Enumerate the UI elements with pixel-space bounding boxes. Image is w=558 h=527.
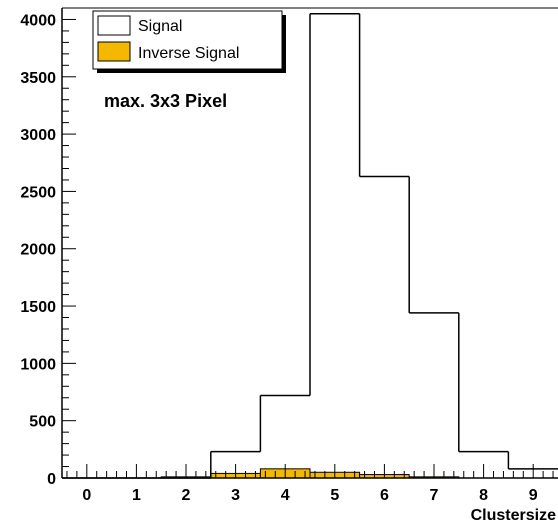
legend-label-signal: Signal bbox=[138, 18, 182, 35]
legend-swatch-signal bbox=[97, 15, 131, 36]
x-tick-label: 9 bbox=[529, 487, 538, 504]
y-tick-label: 3000 bbox=[20, 127, 56, 144]
x-tick-label: 4 bbox=[281, 487, 290, 504]
y-tick-label: 2000 bbox=[20, 242, 56, 259]
x-tick-label: 8 bbox=[479, 487, 488, 504]
axes bbox=[61, 7, 558, 479]
x-axis-label: Clustersize bbox=[471, 507, 556, 524]
x-tick-label: 5 bbox=[330, 487, 339, 504]
axis-ticks bbox=[62, 7, 554, 479]
tick-labels: 0 500 1000 1500 2000 2500 3000 3500 4000 0 1 2 3 4 5 6 7… bbox=[20, 12, 537, 504]
y-tick-label: 1000 bbox=[20, 356, 56, 373]
x-tick-label: 7 bbox=[430, 487, 439, 504]
y-tick-label: 2500 bbox=[20, 184, 56, 201]
y-tick-label: 500 bbox=[29, 414, 56, 431]
x-tick-label: 2 bbox=[182, 487, 191, 504]
x-tick-label: 6 bbox=[380, 487, 389, 504]
x-tick-label: 1 bbox=[132, 487, 141, 504]
legend-label-inverse-signal: Inverse Signal bbox=[138, 45, 239, 62]
y-tick-label: 4000 bbox=[20, 12, 56, 29]
legend-swatch-inverse-signal bbox=[97, 41, 131, 62]
legend: Signal Inverse Signal bbox=[92, 10, 286, 73]
annotation-text: max. 3x3 Pixel bbox=[104, 91, 227, 111]
x-tick-label: 3 bbox=[231, 487, 240, 504]
y-tick-label: 1500 bbox=[20, 299, 56, 316]
x-tick-label: 0 bbox=[82, 487, 91, 504]
y-tick-label: 0 bbox=[47, 471, 56, 488]
signal-outline bbox=[62, 12, 558, 479]
y-tick-label: 3500 bbox=[20, 70, 56, 87]
